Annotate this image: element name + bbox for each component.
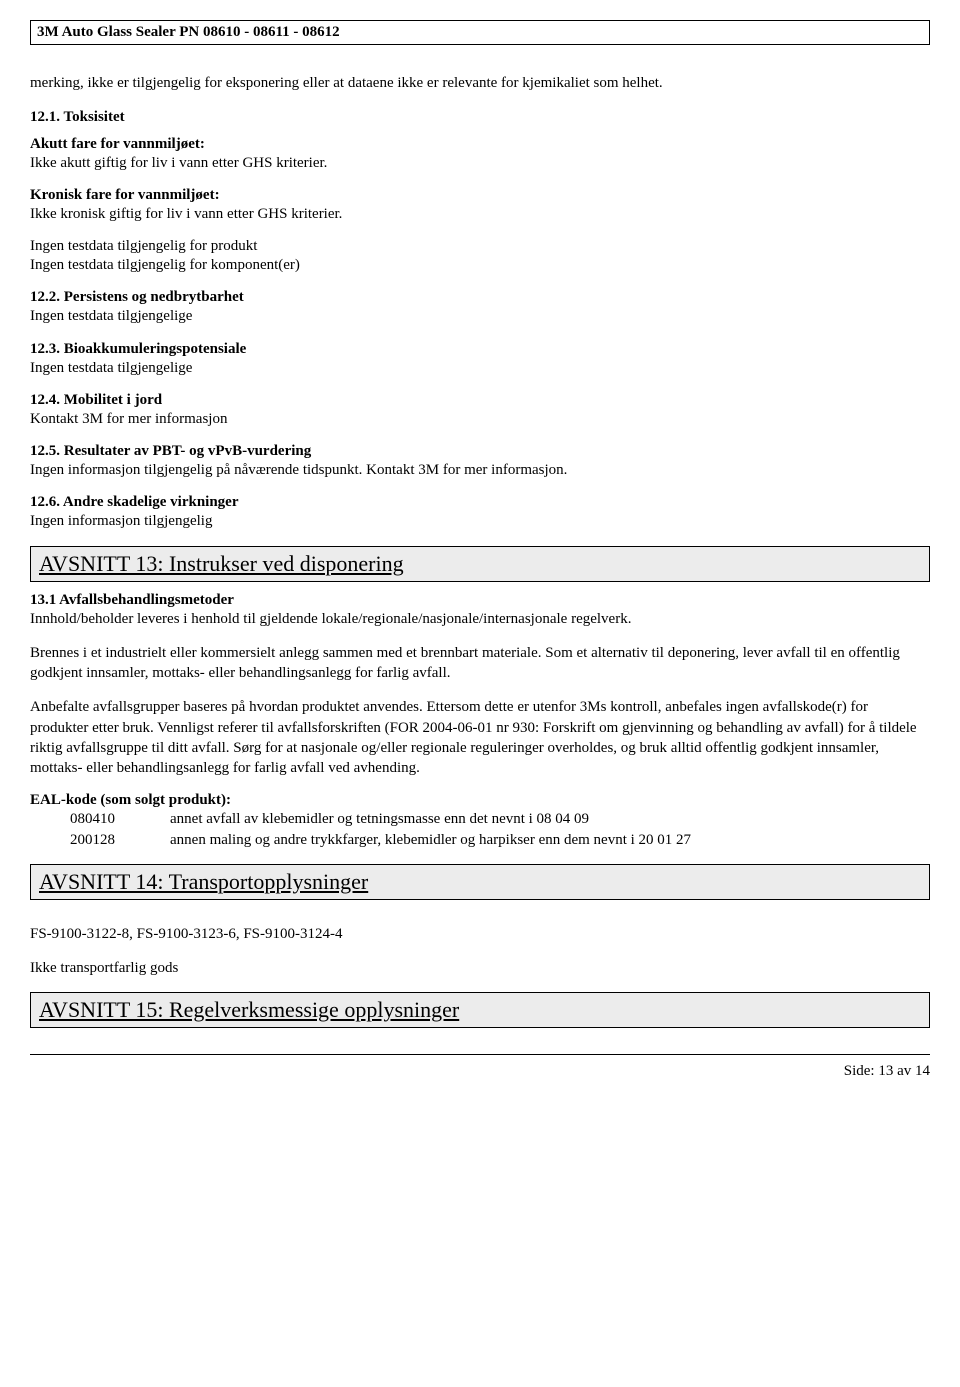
testdata-line2: Ingen testdata tilgjengelig for komponen…: [30, 255, 930, 275]
s12-3-text: Ingen testdata tilgjengelige: [30, 358, 930, 378]
section-12-1-heading: 12.1. Toksisitet: [30, 107, 930, 127]
section-13-1: 13.1 Avfallsbehandlingsmetoder Innhold/b…: [30, 592, 930, 629]
s13-1-heading: 13.1 Avfallsbehandlingsmetoder: [30, 592, 930, 609]
kronisk-block: Kronisk fare for vannmiljøet: Ikke kroni…: [30, 187, 930, 224]
s13-paragraph-2: Brennes i et industrielt eller kommersie…: [30, 643, 930, 684]
s13-1-text: Innhold/beholder leveres i henhold til g…: [30, 609, 930, 629]
kronisk-heading: Kronisk fare for vannmiljøet:: [30, 187, 930, 204]
page-footer: Side: 13 av 14: [30, 1063, 930, 1080]
section-12-4: 12.4. Mobilitet i jord Kontakt 3M for me…: [30, 392, 930, 429]
intro-paragraph: merking, ikke er tilgjengelig for ekspon…: [30, 73, 930, 93]
s12-5-heading: 12.5. Resultater av PBT- og vPvB-vurderi…: [30, 443, 930, 460]
footer-separator: [30, 1054, 930, 1055]
eal-text: annet avfall av klebemidler og tetningsm…: [170, 809, 589, 829]
avsnitt-15-heading: AVSNITT 15: Regelverksmessige opplysning…: [30, 992, 930, 1028]
eal-row: 080410 annet avfall av klebemidler og te…: [70, 809, 930, 829]
s12-5-text: Ingen informasjon tilgjengelig på nåvære…: [30, 460, 930, 480]
s12-2-text: Ingen testdata tilgjengelige: [30, 306, 930, 326]
section-12-2: 12.2. Persistens og nedbrytbarhet Ingen …: [30, 289, 930, 326]
akutt-heading: Akutt fare for vannmiljøet:: [30, 136, 930, 153]
avsnitt-13-heading: AVSNITT 13: Instrukser ved disponering: [30, 546, 930, 582]
s12-2-heading: 12.2. Persistens og nedbrytbarhet: [30, 289, 930, 306]
akutt-text: Ikke akutt giftig for liv i vann etter G…: [30, 153, 930, 173]
kronisk-text: Ikke kronisk giftig for liv i vann etter…: [30, 204, 930, 224]
transport-text: Ikke transportfarlig gods: [30, 958, 930, 978]
s13-paragraph-3: Anbefalte avfallsgrupper baseres på hvor…: [30, 697, 930, 778]
eal-code: 080410: [70, 809, 170, 829]
avsnitt-14-heading: AVSNITT 14: Transportopplysninger: [30, 864, 930, 900]
section-12-3: 12.3. Bioakkumuleringspotensiale Ingen t…: [30, 341, 930, 378]
akutt-block: Akutt fare for vannmiljøet: Ikke akutt g…: [30, 136, 930, 173]
section-12-5: 12.5. Resultater av PBT- og vPvB-vurderi…: [30, 443, 930, 480]
s12-4-text: Kontakt 3M for mer informasjon: [30, 409, 930, 429]
eal-heading: EAL-kode (som solgt produkt):: [30, 792, 930, 809]
s12-6-heading: 12.6. Andre skadelige virkninger: [30, 494, 930, 511]
section-12-6: 12.6. Andre skadelige virkninger Ingen i…: [30, 494, 930, 531]
document-header: 3M Auto Glass Sealer PN 08610 - 08611 - …: [30, 20, 930, 45]
eal-text: annen maling og andre trykkfarger, klebe…: [170, 830, 691, 850]
eal-row: 200128 annen maling og andre trykkfarger…: [70, 830, 930, 850]
s12-3-heading: 12.3. Bioakkumuleringspotensiale: [30, 341, 930, 358]
eal-code: 200128: [70, 830, 170, 850]
testdata-line1: Ingen testdata tilgjengelig for produkt: [30, 238, 930, 255]
s12-6-text: Ingen informasjon tilgjengelig: [30, 511, 930, 531]
fs-codes: FS-9100-3122-8, FS-9100-3123-6, FS-9100-…: [30, 924, 930, 944]
testdata-block: Ingen testdata tilgjengelig for produkt …: [30, 238, 930, 275]
s12-4-heading: 12.4. Mobilitet i jord: [30, 392, 930, 409]
